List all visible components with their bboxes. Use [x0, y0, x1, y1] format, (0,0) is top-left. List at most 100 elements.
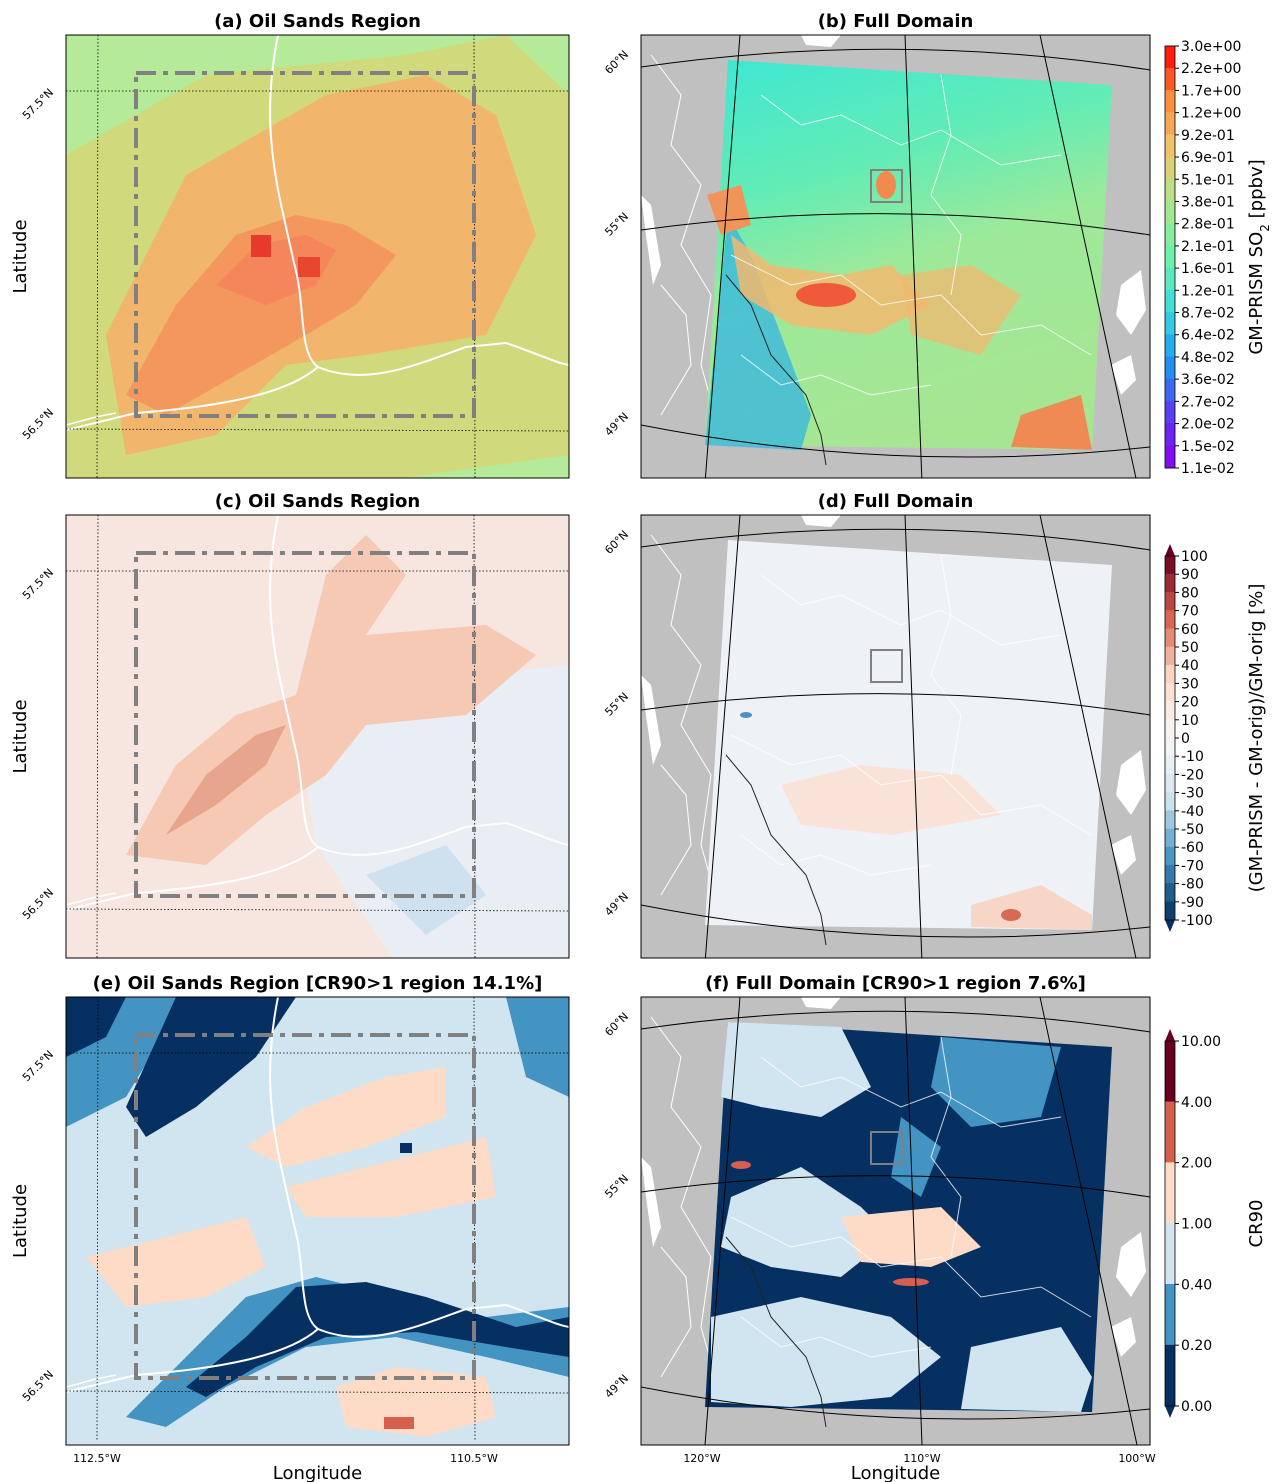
- colorbar-label: CR90: [1246, 1200, 1267, 1248]
- colorbar-segment: [1165, 1040, 1175, 1103]
- map-panel: [641, 515, 1150, 958]
- y-axis-label: Latitude: [10, 1184, 31, 1258]
- colorbar-segment: [1165, 245, 1175, 269]
- colorbar-tick-label: 8.7e-02: [1181, 306, 1235, 322]
- x-axis-label: Longitude: [273, 1463, 363, 1482]
- light: [841, 1207, 981, 1267]
- colorbar-tick-label: 1.00: [1181, 1217, 1212, 1233]
- colorbar-tick-label: -20: [1181, 767, 1204, 783]
- lat-line: [641, 693, 1150, 716]
- hotspot: [796, 283, 856, 307]
- lon-line: [96, 515, 99, 958]
- lat-label: 57.5°N: [20, 566, 56, 602]
- dash-box: [870, 169, 903, 203]
- panel-frame: [640, 514, 1151, 959]
- light: [891, 1117, 941, 1197]
- lon-label: 110.5°W: [450, 1452, 498, 1465]
- lake: [1116, 270, 1146, 335]
- colorbar-tick-label: 100: [1181, 549, 1208, 565]
- hotspot: [400, 1143, 412, 1153]
- colorbar-segment: [1165, 312, 1175, 336]
- river: [650, 534, 722, 916]
- panel-frame: [640, 34, 1151, 479]
- lat-label: 56.5°N: [20, 886, 56, 922]
- river: [66, 412, 117, 426]
- lake: [641, 675, 661, 765]
- colorbar-segment: [1165, 828, 1175, 848]
- river: [66, 1374, 117, 1388]
- colorbar-extend: [1165, 544, 1175, 556]
- low-band: [705, 215, 811, 450]
- colorbar-tick-label: 6.9e-01: [1181, 150, 1235, 166]
- lon-line: [704, 35, 741, 478]
- colorbar-segment: [1165, 573, 1175, 593]
- colorbar-segment: [1165, 356, 1175, 380]
- colorbar-segment: [1165, 664, 1175, 684]
- lat-line: [641, 213, 1150, 236]
- hotspot: [731, 1161, 751, 1169]
- river: [740, 1316, 932, 1358]
- domain: [705, 60, 1112, 450]
- panel-title: (e) Oil Sands Region [CR90>1 region 14.1…: [93, 973, 543, 994]
- colorbar-label: GM-PRISM SO2 [ppbv]: [1246, 159, 1272, 354]
- colorbar-segment: [1165, 701, 1175, 721]
- panel-title: (d) Full Domain: [818, 491, 974, 512]
- colorbar-segment: [1165, 1284, 1175, 1346]
- river: [66, 366, 319, 431]
- lat-label: 60°N: [602, 528, 631, 557]
- high: [1011, 395, 1092, 450]
- lon-label: 110°W: [903, 1452, 940, 1465]
- lake: [1111, 355, 1136, 395]
- lon-line: [904, 515, 923, 958]
- colorbar-segment: [1165, 865, 1175, 884]
- river: [930, 1036, 962, 1258]
- lat-line: [641, 528, 1150, 551]
- river: [66, 1328, 319, 1393]
- river: [740, 354, 932, 396]
- lat-line: [641, 48, 1150, 71]
- river: [730, 1216, 1092, 1318]
- lat-label: 60°N: [602, 1010, 631, 1039]
- neg: [740, 712, 752, 718]
- colorbar-tick-label: 2.7e-02: [1181, 394, 1235, 410]
- colorbar-segment: [1165, 134, 1175, 158]
- colorbar-tick-label: 10.00: [1181, 1034, 1221, 1050]
- pos: [971, 885, 1092, 930]
- blob: [336, 1367, 496, 1437]
- colorbar-tick-label: 2.2e+00: [1181, 61, 1241, 77]
- lon-line: [96, 35, 99, 478]
- colorbar-segment: [1165, 628, 1175, 648]
- map-panel: [641, 35, 1150, 478]
- colorbar-segment: [1165, 334, 1175, 358]
- lake: [641, 195, 661, 285]
- dash-box: [870, 1131, 903, 1165]
- colorbar-label: (GM-PRISM - GM-orig)/GM-orig [%]: [1246, 584, 1267, 893]
- lat-line: [641, 1386, 1150, 1420]
- lon-line: [704, 515, 741, 958]
- colorbar-segment: [1165, 719, 1175, 739]
- colorbar-tick-label: 1.1e-02: [1181, 461, 1235, 477]
- lat-label: 55°N: [602, 1172, 631, 1201]
- field: [126, 215, 396, 415]
- colorbar-tick-label: 9.2e-01: [1181, 128, 1235, 144]
- colorbar-segment: [1165, 1162, 1175, 1224]
- colorbar-segment: [1165, 555, 1175, 575]
- colorbar-segment: [1165, 267, 1175, 291]
- dash-dot-box: [134, 551, 476, 898]
- colorbar-tick-label: 3.6e-02: [1181, 372, 1235, 388]
- hotspot: [251, 235, 271, 257]
- label-part: [ppbv]: [1246, 159, 1267, 224]
- panel-frame: [640, 996, 1151, 1446]
- lat-label: 60°N: [602, 48, 631, 77]
- lake: [801, 997, 841, 1009]
- colorbar-tick-label: 80: [1181, 585, 1199, 601]
- label-part: GM-PRISM SO: [1246, 232, 1267, 355]
- colorbar-tick-label: 3.8e-01: [1181, 194, 1235, 210]
- colorbar-segment: [1165, 223, 1175, 247]
- colorbar-frame: [1164, 45, 1176, 469]
- river: [660, 284, 692, 416]
- panel-title: (f) Full Domain [CR90>1 region 7.6%]: [705, 973, 1086, 994]
- hotspot: [384, 1417, 414, 1429]
